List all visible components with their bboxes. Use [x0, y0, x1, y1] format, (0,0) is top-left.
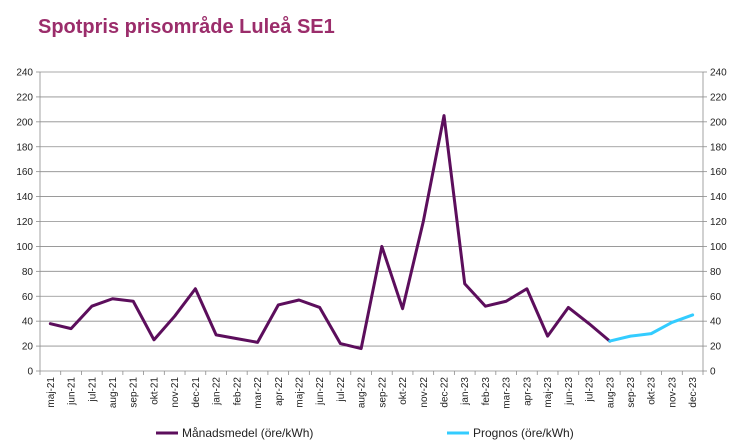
x-tick-label: dec-22 [440, 377, 451, 408]
y-tick-label-left: 40 [22, 317, 34, 328]
x-tick-label: jan-22 [212, 377, 223, 406]
legend-label: Månadsmedel (öre/kWh) [182, 426, 313, 440]
y-tick-label-left: 80 [22, 267, 34, 278]
x-tick-label: mar-22 [253, 377, 264, 409]
y-tick-label-right: 220 [710, 92, 727, 103]
x-tick-label: okt-22 [398, 377, 409, 405]
x-tick-label: jun-21 [67, 377, 78, 406]
x-tick-label: jun-23 [564, 377, 575, 406]
y-tick-label-left: 220 [16, 92, 33, 103]
x-tick-label: jan-23 [460, 377, 471, 406]
series-lines [48, 114, 695, 351]
x-tick-label: maj-23 [543, 377, 554, 408]
x-tick-label: jul-22 [336, 377, 347, 403]
x-tick-label: nov-21 [170, 377, 181, 408]
x-tick-label: sep-21 [129, 377, 140, 408]
axes [36, 71, 707, 375]
legend: Månadsmedel (öre/kWh) Prognos (öre/kWh) [156, 426, 574, 440]
y-tick-label-left: 140 [16, 192, 33, 203]
x-tick-label: jul-23 [585, 377, 596, 403]
y-axis-left-ticks: 0 20 40 60 80 100 120 140 160 180 200 220 240 [16, 68, 33, 378]
y-tick-label-right: 80 [710, 267, 722, 278]
y-tick-label-right: 40 [710, 317, 722, 328]
y-tick-label-left: 60 [22, 292, 34, 303]
x-tick-label: feb-22 [232, 377, 243, 406]
legend-label: Prognos (öre/kWh) [473, 426, 574, 440]
y-tick-label-right: 100 [710, 242, 727, 253]
y-tick-label-right: 240 [710, 68, 727, 79]
x-tick-label: maj-22 [294, 377, 305, 408]
x-tick-label: mar-23 [502, 377, 513, 409]
y-tick-label-left: 100 [16, 242, 33, 253]
x-tick-label: nov-22 [419, 377, 430, 408]
x-tick-label: aug-21 [108, 377, 119, 409]
y-tick-label-left: 200 [16, 117, 33, 128]
x-tick-label: jul-21 [87, 377, 98, 403]
x-tick-label: apr-23 [522, 377, 533, 406]
x-tick-label: feb-23 [481, 377, 492, 406]
series-line-0 [48, 114, 612, 351]
y-tick-label-right: 180 [710, 142, 727, 153]
y-tick-label-right: 140 [710, 192, 727, 203]
x-tick-label: aug-22 [357, 377, 368, 409]
x-tick-label: dec-21 [191, 377, 202, 408]
x-tick-label: sep-23 [626, 377, 637, 408]
x-tick-label: jun-22 [315, 377, 326, 406]
x-tick-label: maj-21 [46, 377, 57, 408]
chart-title: Spotpris prisområde Luleå SE1 [38, 16, 335, 38]
series-line-1 [608, 313, 695, 343]
y-tick-label-right: 20 [710, 342, 722, 353]
y-tick-label-left: 0 [27, 367, 33, 378]
x-tick-label: nov-23 [667, 377, 678, 408]
y-tick-label-right: 0 [710, 367, 716, 378]
x-tick-label: okt-23 [647, 377, 658, 405]
y-tick-label-left: 120 [16, 217, 33, 228]
x-tick-label: okt-21 [149, 377, 160, 405]
y-tick-label-right: 200 [710, 117, 727, 128]
gridlines [40, 71, 703, 347]
x-tick-label: aug-23 [605, 377, 616, 409]
x-tick-label: sep-22 [377, 377, 388, 408]
y-tick-label-right: 160 [710, 167, 727, 178]
y-tick-label-right: 120 [710, 217, 727, 228]
x-tick-label: dec-23 [688, 377, 699, 408]
y-tick-label-right: 60 [710, 292, 722, 303]
y-axis-right-ticks: 0 20 40 60 80 100 120 140 160 180 200 220 240 [710, 68, 727, 378]
y-tick-label-left: 180 [16, 142, 33, 153]
x-tick-label: apr-22 [274, 377, 285, 406]
y-tick-label-left: 160 [16, 167, 33, 178]
x-axis-ticks: maj-21 jun-21 jul-21 aug-21 sep-21 okt-21 nov-… [46, 377, 699, 409]
y-tick-label-left: 240 [16, 68, 33, 79]
y-tick-label-left: 20 [22, 342, 34, 353]
